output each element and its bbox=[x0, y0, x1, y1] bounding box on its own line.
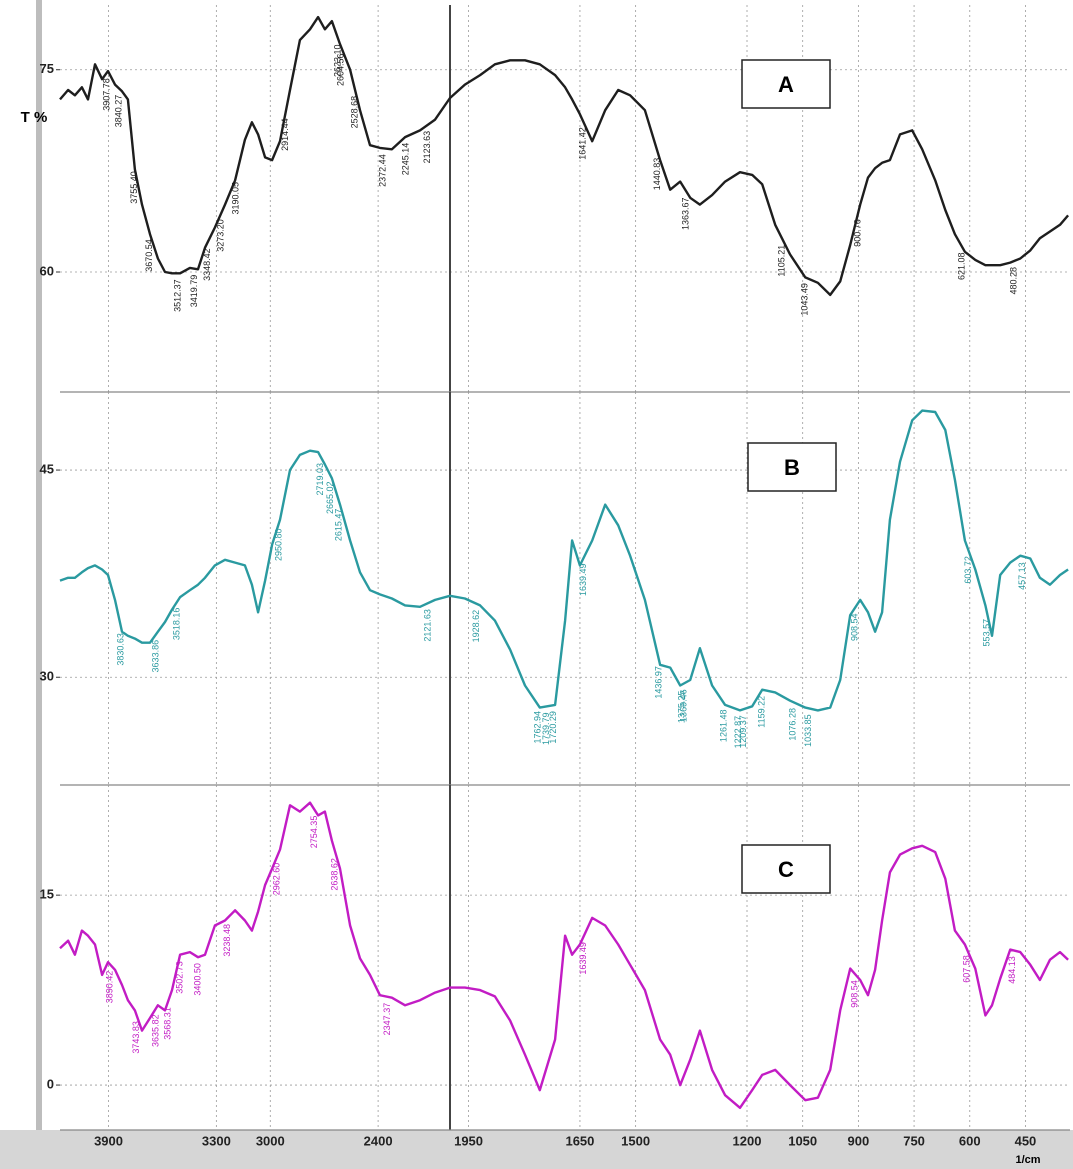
peak-label: 1436.97 bbox=[653, 666, 663, 699]
y-tick-label: 15 bbox=[40, 887, 54, 902]
peak-label: 1762.94 bbox=[532, 711, 542, 744]
peak-label: 553.57 bbox=[981, 619, 991, 647]
peak-label: 3907.78 bbox=[102, 78, 112, 111]
y-tick-label: 0 bbox=[47, 1076, 54, 1091]
peak-label: 2665.02 bbox=[325, 481, 335, 514]
y-tick-label: 45 bbox=[40, 461, 54, 476]
panel-label-box bbox=[747, 442, 837, 492]
peak-label: 3670.54 bbox=[144, 239, 154, 272]
y-axis-label: T % bbox=[21, 109, 48, 126]
peak-label: 1076.28 bbox=[787, 708, 797, 741]
peak-label: 621.08 bbox=[956, 253, 966, 281]
x-tick-label: 3300 bbox=[202, 1133, 231, 1148]
x-tick-label: 3900 bbox=[94, 1133, 123, 1148]
x-axis-label: 1/cm bbox=[1015, 1154, 1040, 1166]
left-frame bbox=[36, 0, 42, 1130]
y-tick-label: 30 bbox=[40, 669, 54, 684]
peak-label: 2914.44 bbox=[280, 118, 290, 151]
x-tick-label: 3000 bbox=[256, 1133, 285, 1148]
peak-label: 908.54 bbox=[850, 614, 860, 642]
peak-label: 1639.49 bbox=[578, 563, 588, 596]
x-tick-label: 750 bbox=[903, 1133, 925, 1148]
peak-label: 480.28 bbox=[1009, 267, 1019, 295]
peak-label: 1222.87 bbox=[733, 716, 743, 749]
peak-label: 3743.83 bbox=[131, 1021, 141, 1054]
peak-label: 1440.83 bbox=[652, 158, 662, 191]
peak-label: 2372.44 bbox=[377, 154, 387, 187]
peak-label: 1639.49 bbox=[578, 942, 588, 975]
peak-label: 900.76 bbox=[852, 219, 862, 247]
peak-label: 3419.79 bbox=[189, 275, 199, 308]
x-tick-label: 900 bbox=[848, 1133, 870, 1148]
peak-label: 3348.42 bbox=[202, 248, 212, 281]
panel-label-box bbox=[741, 844, 831, 894]
peak-label: 1375.25 bbox=[676, 691, 686, 724]
peak-label: 1105.21 bbox=[777, 245, 787, 277]
peak-label: 1641.42 bbox=[578, 127, 588, 160]
panel-label: A bbox=[778, 72, 794, 97]
peak-label: 1261.48 bbox=[719, 710, 729, 743]
peak-label: 2245.14 bbox=[400, 143, 410, 176]
peak-label: 2604.56 bbox=[336, 54, 346, 87]
peak-label: 3238.48 bbox=[222, 924, 232, 957]
x-axis-band bbox=[0, 1130, 1073, 1169]
y-tick-label: 60 bbox=[40, 263, 54, 278]
peak-label: 1720.29 bbox=[548, 711, 558, 744]
peak-label: 1159.22 bbox=[757, 696, 767, 728]
panel-label-box bbox=[741, 59, 831, 109]
peak-label: 1209.37 bbox=[738, 715, 748, 748]
peak-label: 1363.67 bbox=[681, 197, 691, 230]
peak-label: 484.13 bbox=[1007, 956, 1017, 984]
peak-label: 3400.50 bbox=[193, 963, 203, 996]
peak-label: 3518.16 bbox=[172, 608, 182, 641]
peak-label: 3635.82 bbox=[150, 1014, 160, 1047]
x-tick-label: 1200 bbox=[733, 1133, 762, 1148]
peak-label: 2615.47 bbox=[334, 509, 344, 542]
peak-label: 2528.68 bbox=[349, 96, 359, 129]
peak-label: 2638.62 bbox=[330, 858, 340, 891]
peak-label: 607.58 bbox=[961, 955, 971, 983]
peak-label: 2754.35 bbox=[309, 816, 319, 849]
peak-label: 2719.03 bbox=[315, 463, 325, 496]
peak-label: 2962.60 bbox=[271, 863, 281, 896]
peak-label: 3568.31 bbox=[163, 1007, 173, 1040]
spectrum-line bbox=[59, 801, 1069, 1109]
peak-label: 1043.49 bbox=[799, 283, 809, 316]
x-tick-label: 2400 bbox=[364, 1133, 393, 1148]
peak-label: 3890.42 bbox=[105, 971, 115, 1004]
peak-label: 3512.37 bbox=[173, 279, 183, 312]
peak-label: 3633.86 bbox=[151, 640, 161, 673]
peak-label: 457.13 bbox=[1017, 562, 1027, 590]
peak-label: 3273.20 bbox=[216, 219, 226, 252]
peak-label: 2347.37 bbox=[382, 1003, 392, 1036]
peak-label: 1739.79 bbox=[541, 712, 551, 745]
peak-label: 3502.73 bbox=[174, 961, 184, 994]
peak-label: 3755.40 bbox=[129, 171, 139, 204]
panel-label: C bbox=[778, 857, 794, 882]
spectrum-line bbox=[59, 15, 1070, 297]
panel-label: B bbox=[784, 455, 800, 480]
x-tick-label: 1950 bbox=[454, 1133, 483, 1148]
peak-label: 3190.05 bbox=[230, 182, 240, 215]
y-tick-label: 75 bbox=[40, 61, 54, 76]
peak-label: 1928.62 bbox=[471, 610, 481, 643]
peak-label: 2950.80 bbox=[273, 528, 283, 561]
x-tick-label: 600 bbox=[959, 1133, 981, 1148]
peak-label: 3840.27 bbox=[114, 95, 124, 128]
peak-label: 603.72 bbox=[963, 556, 973, 584]
spectrum-line bbox=[59, 409, 1069, 712]
peak-label: 1033.85 bbox=[803, 714, 813, 747]
peak-label: 2123.63 bbox=[422, 131, 432, 164]
peak-label: 2121.63 bbox=[423, 609, 433, 642]
x-tick-label: 1050 bbox=[788, 1133, 817, 1148]
x-tick-label: 1650 bbox=[565, 1133, 594, 1148]
peak-label: 1369.46 bbox=[678, 689, 688, 722]
peak-label: 2623.10 bbox=[332, 44, 342, 77]
peak-label: 3830.63 bbox=[115, 633, 125, 666]
peak-label: 908.54 bbox=[850, 980, 860, 1008]
x-tick-label: 450 bbox=[1015, 1133, 1037, 1148]
x-tick-label: 1500 bbox=[621, 1133, 650, 1148]
